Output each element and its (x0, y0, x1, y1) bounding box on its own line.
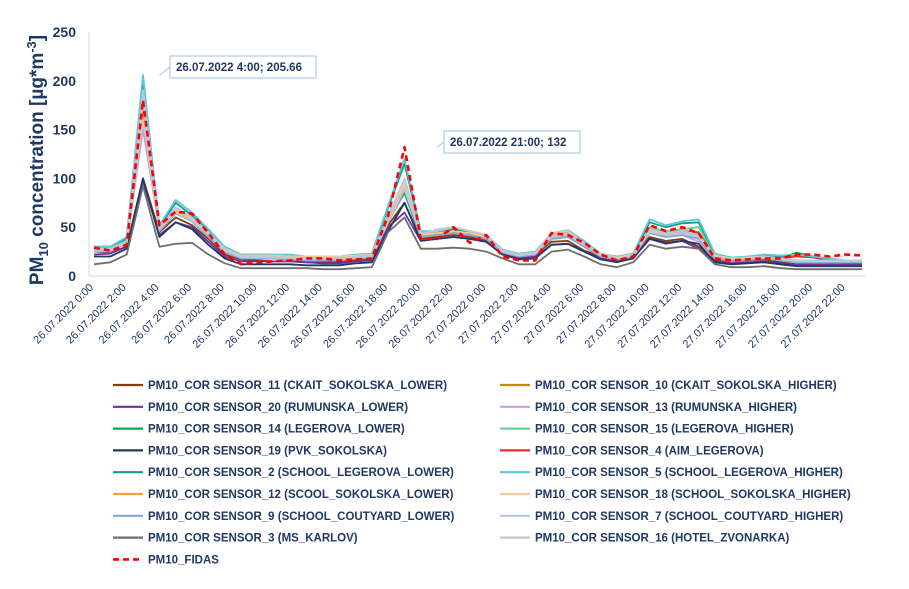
legend-entry: PM10_COR SENSOR_4 (AIM_LEGEROVA) (535, 445, 764, 457)
series-lines (93, 74, 863, 271)
y-tick-label: 100 (53, 170, 77, 186)
y-axis-label: PM10 concentration [µg*m-3] (24, 35, 51, 285)
series-line (93, 180, 862, 266)
y-axis-title-post: ] (27, 35, 48, 41)
annotation-box (169, 55, 317, 79)
legend-entry: PM10_COR SENSOR_10 (CKAIT_SOKOLSKA_HIGHE… (535, 380, 837, 392)
legend-entry: PM10_COR SENSOR_12 (SCOOL_SOKOLSKA_LOWER… (148, 489, 454, 501)
legend: PM10_COR SENSOR_11 (CKAIT_SOKOLSKA_LOWER… (113, 380, 851, 566)
annotation-label: 26.07.2022 4:00; 205.66 (176, 62, 302, 74)
x-tick-label: 27.07.2022 4:00 (489, 282, 554, 347)
annotation-label: 26.07.2022 21:00; 132 (450, 137, 566, 149)
y-tick-label: 150 (53, 122, 77, 138)
x-tick-label: 27.07.2022 6:00 (522, 282, 587, 347)
y-tick-label: 250 (53, 24, 77, 40)
legend-entry: PM10_FIDAS (148, 554, 219, 566)
x-tick-label: 26.07.2022 2:00 (64, 282, 129, 347)
x-tick-label: 26.07.2022 8:00 (162, 282, 227, 347)
legend-entry: PM10_COR SENSOR_15 (LEGEROVA_HIGHER) (535, 424, 794, 436)
legend-entry: PM10_COR SENSOR_7 (SCHOOL_COUTYARD_HIGHE… (535, 511, 843, 523)
x-tick-label: 27.07.2022 8:00 (554, 282, 619, 347)
y-tick-label: 200 (53, 73, 77, 89)
x-tick-label: 27.07.2022 22:00 (779, 282, 848, 351)
legend-entry: PM10_COR SENSOR_18 (SCHOOL_SOKOLSKA_HIGH… (535, 489, 851, 501)
legend-entry: PM10_COR SENSOR_19 (PVK_SOKOLSKA) (148, 445, 387, 457)
y-tick-label: 0 (68, 268, 76, 284)
annotation-leader (436, 141, 445, 148)
y-axis-title-mid: concentration [µg*m (27, 53, 48, 242)
legend-entry: PM10_COR SENSOR_20 (RUMUNSKA_LOWER) (148, 402, 408, 414)
legend-entry: PM10_COR SENSOR_3 (MS_KARLOV) (148, 533, 358, 545)
legend-entry: PM10_COR SENSOR_11 (CKAIT_SOKOLSKA_LOWER… (148, 380, 447, 392)
x-tick-label: 26.07.2022 0:00 (31, 282, 96, 347)
annotations: 26.07.2022 4:00; 205.66 26.07.2022 21:00;… (159, 55, 581, 154)
x-tick-label: 26.07.2022 4:00 (97, 282, 162, 347)
y-axis-title-pm: PM (27, 257, 48, 286)
legend-entry: PM10_COR SENSOR_5 (SCHOOL_LEGEROVA_HIGHE… (535, 467, 843, 479)
x-tick-label: 27.07.2022 0:00 (424, 282, 489, 347)
annotation-box (443, 130, 581, 154)
legend-entry: PM10_COR SENSOR_13 (RUMUNSKA_HIGHER) (535, 402, 797, 414)
x-tick-label: 26.07.2022 6:00 (129, 282, 194, 347)
y-axis-title: PM10 concentration [µg*m-3] (24, 35, 51, 285)
series-line (93, 177, 862, 266)
series-line (94, 177, 862, 268)
series-line (93, 99, 863, 266)
legend-entry: PM10_COR SENSOR_9 (SCHOOL_COUTYARD_LOWER… (148, 511, 454, 523)
legend-entry: PM10_COR SENSOR_14 (LEGEROVA_LOWER) (148, 424, 405, 436)
y-axis-title-sup: -3 (24, 41, 39, 53)
annotation-leader (159, 66, 171, 76)
series-line (93, 185, 862, 271)
y-axis-ticks: 0 50 100 150 200 250 (53, 24, 77, 284)
legend-entry: PM10_COR SENSOR_16 (HOTEL_ZVONARKA) (535, 533, 789, 545)
legend-entry: PM10_COR SENSOR_2 (SCHOOL_LEGEROVA_LOWER… (148, 467, 454, 479)
y-tick-label: 50 (60, 219, 76, 235)
x-tick-label: 27.07.2022 2:00 (456, 282, 521, 347)
y-axis-title-sub: 10 (36, 242, 51, 256)
series-line (94, 118, 862, 263)
